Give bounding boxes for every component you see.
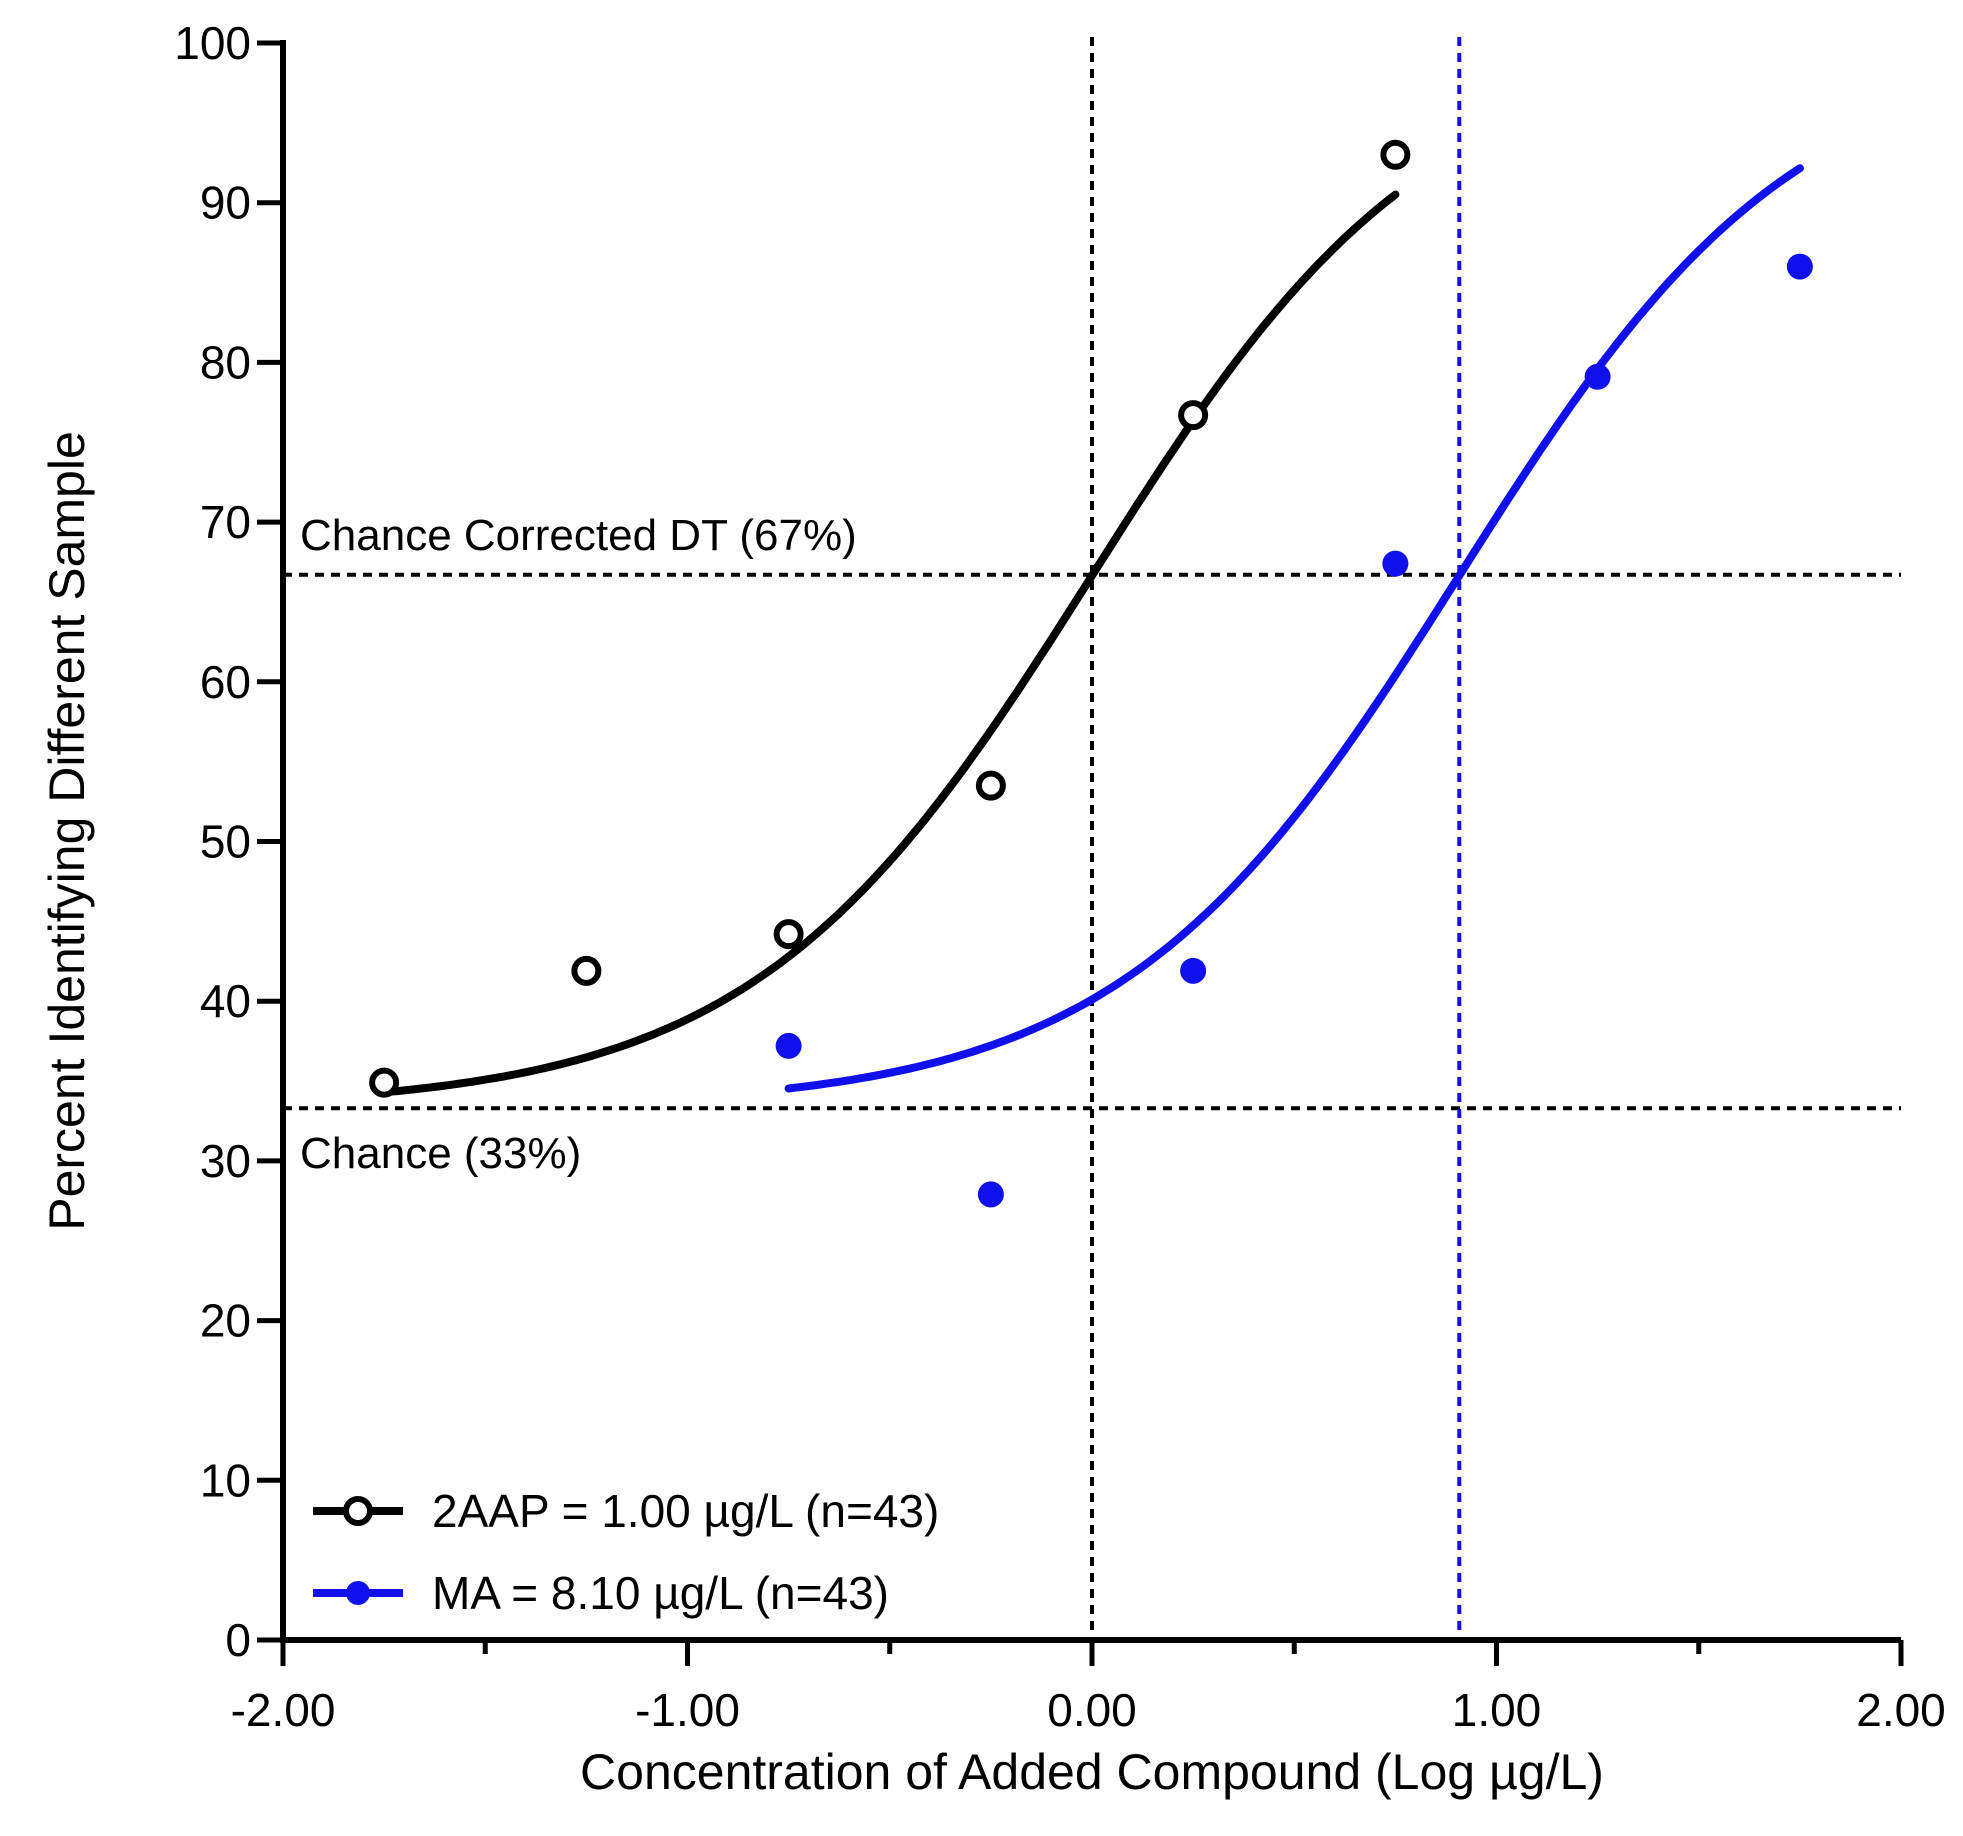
- data-point-series-0: [571, 955, 602, 986]
- y-tick-label: 70: [200, 496, 251, 548]
- legend: 2AAP = 1.00 µg/L (n=43) MA = 8.10 µg/L (…: [313, 1485, 939, 1619]
- fit-curves: [380, 164, 1804, 1097]
- chance-corrected-label: Chance Corrected DT (67%): [300, 511, 857, 560]
- data-point-series-1: [775, 1032, 802, 1059]
- y-axis-title: Percent Identifying Different Sample: [39, 431, 95, 1231]
- y-tick-label: 10: [200, 1454, 251, 1506]
- data-point-series-1: [1180, 957, 1207, 984]
- y-tick-label: 80: [200, 336, 251, 388]
- x-axis-title: Concentration of Added Compound (Log µg/…: [580, 1744, 1604, 1800]
- x-tick-label: 2.00: [1856, 1684, 1946, 1736]
- data-point-series-1: [1584, 363, 1611, 390]
- y-tick-label: 50: [200, 816, 251, 868]
- legend-2aap-label: 2AAP = 1.00 µg/L (n=43): [432, 1485, 939, 1537]
- x-tick-label: -2.00: [231, 1684, 336, 1736]
- y-tick-label: 0: [225, 1614, 251, 1666]
- data-point-series-1: [977, 1181, 1004, 1208]
- fit-curve-series-1: [784, 164, 1804, 1093]
- legend-2aap-marker: [343, 1496, 373, 1526]
- data-point-series-0: [1178, 400, 1209, 431]
- x-tick-label: 0.00: [1047, 1684, 1137, 1736]
- y-tick-label: 40: [200, 975, 251, 1027]
- y-tick-label: 90: [200, 177, 251, 229]
- reference-lines: [283, 37, 1901, 1640]
- y-tick-label: 60: [200, 656, 251, 708]
- legend-ma-label: MA = 8.10 µg/L (n=43): [432, 1567, 889, 1619]
- data-point-series-0: [975, 770, 1006, 801]
- data-points: [369, 139, 1813, 1208]
- chance-label: Chance (33%): [300, 1129, 581, 1178]
- x-tick-label: 1.00: [1452, 1684, 1542, 1736]
- data-point-series-1: [1786, 253, 1813, 280]
- fit-curve-series-0: [380, 190, 1400, 1097]
- data-point-series-0: [773, 919, 804, 950]
- y-tick-label: 30: [200, 1135, 251, 1187]
- y-tick-label: 100: [174, 17, 251, 69]
- x-tick-label: -1.00: [635, 1684, 740, 1736]
- data-point-series-0: [1380, 139, 1411, 170]
- y-tick-label: 20: [200, 1295, 251, 1347]
- axes: 0 10 20 30 40 50 60 70 80 90 100 -2.00 -1.00 0.00 1.00…: [174, 17, 1946, 1736]
- labels: Concentration of Added Compound (Log µg/…: [39, 431, 1604, 1800]
- data-point-series-1: [1382, 550, 1409, 577]
- legend-ma-marker: [346, 1581, 370, 1605]
- data-point-series-0: [369, 1067, 400, 1098]
